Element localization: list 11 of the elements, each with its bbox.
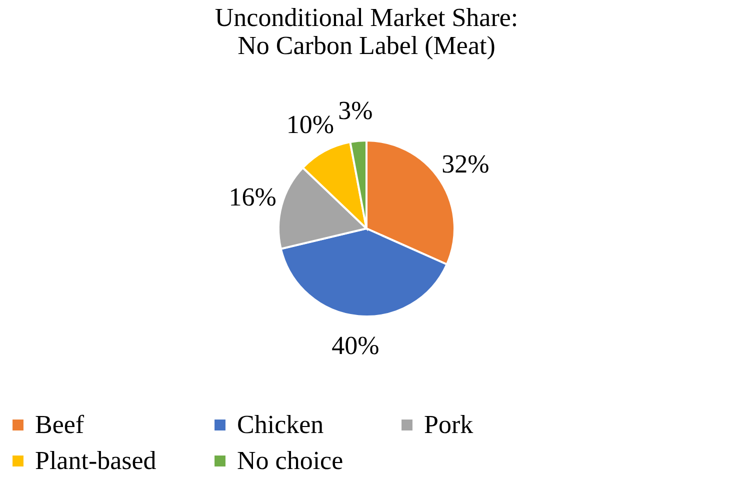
legend-label: Chicken [237, 410, 324, 439]
legend-label: Beef [35, 410, 84, 439]
data-label: 3% [338, 96, 373, 126]
legend-label: Plant-based [35, 446, 156, 475]
data-label: 10% [286, 110, 334, 139]
chart-title: Unconditional Market Share: No Carbon Label (Meat) [214, 3, 518, 60]
legend-label: Pork [424, 410, 474, 439]
data-label: 32% [442, 149, 490, 178]
legend-label: No choice [237, 446, 344, 475]
data-label: 40% [332, 330, 380, 360]
data-label: 16% [228, 182, 276, 212]
